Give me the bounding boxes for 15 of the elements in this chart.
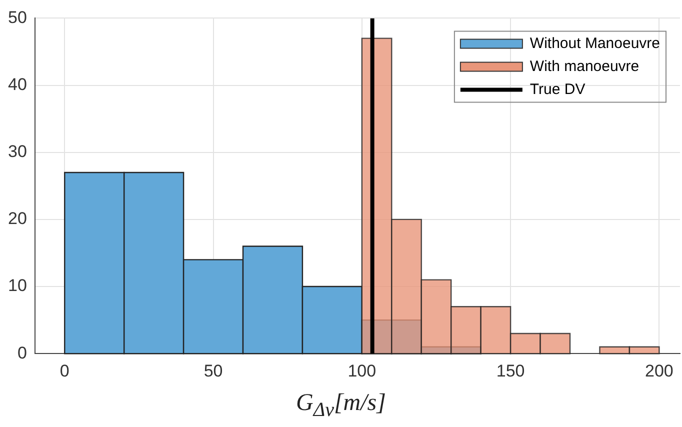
y-tick-label: 0 — [17, 343, 27, 362]
x-tick-label: 100 — [348, 361, 376, 380]
x-tick-label: 200 — [645, 361, 674, 380]
legend-label: True DV — [530, 80, 586, 98]
x-tick-label: 150 — [496, 361, 525, 380]
x-tick-label: 50 — [204, 361, 223, 380]
legend-label: With manoeuvre — [530, 58, 640, 75]
y-tick-label: 40 — [8, 74, 27, 94]
y-tick-label: 30 — [8, 142, 27, 162]
y-tick-label: 50 — [8, 8, 27, 27]
y-tick-label: 20 — [8, 209, 27, 228]
x-axis-title: G$_{Δv}$[m/s] — [295, 390, 387, 422]
legend-label: Without Manoeuvre — [530, 34, 660, 52]
x-tick-label: 0 — [60, 361, 70, 380]
y-tick-label: 10 — [8, 276, 27, 296]
